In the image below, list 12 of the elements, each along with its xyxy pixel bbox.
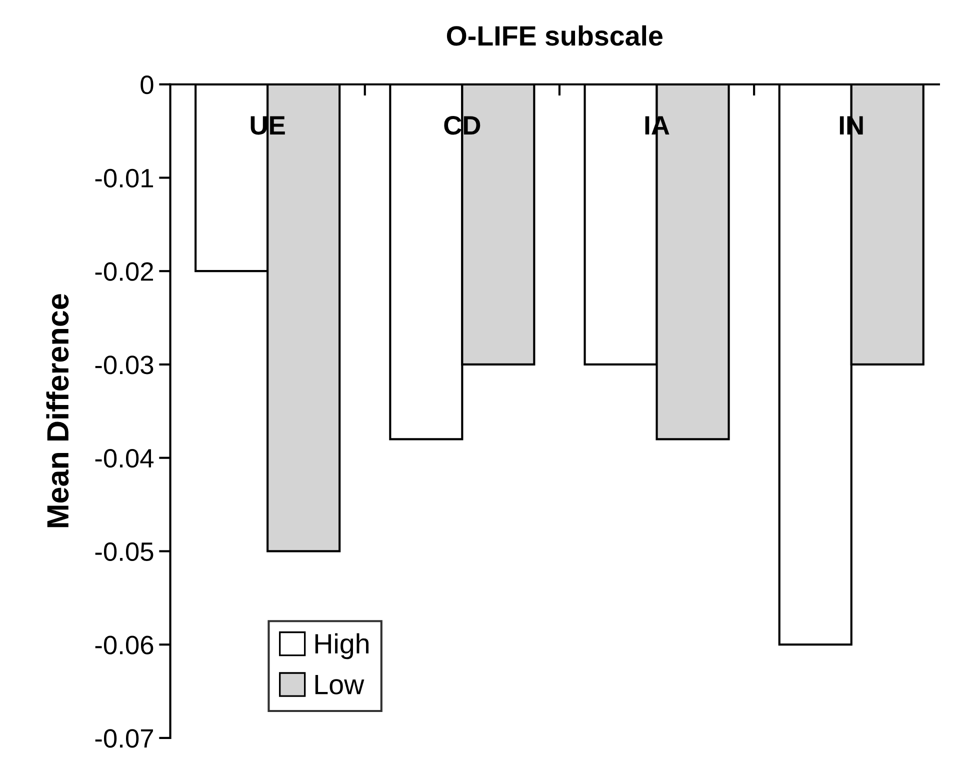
y-tick-label: -0.07 [95, 729, 153, 748]
y-tick-label: -0.02 [95, 262, 153, 281]
legend-label: High [315, 633, 368, 660]
y-tick-label: -0.05 [95, 542, 154, 562]
chart-title: O-LIFE subscale [446, 25, 662, 46]
legend-label: Low [315, 675, 364, 694]
y-tick-label: -0.04 [95, 448, 154, 468]
y-tick-label: -0.01 [95, 168, 154, 188]
y-tick-label: 0 [140, 75, 154, 94]
y-tick-label: -0.06 [95, 636, 154, 654]
y-axis-title: Mean Difference [46, 294, 69, 528]
y-tick-label: -0.03 [95, 356, 154, 374]
